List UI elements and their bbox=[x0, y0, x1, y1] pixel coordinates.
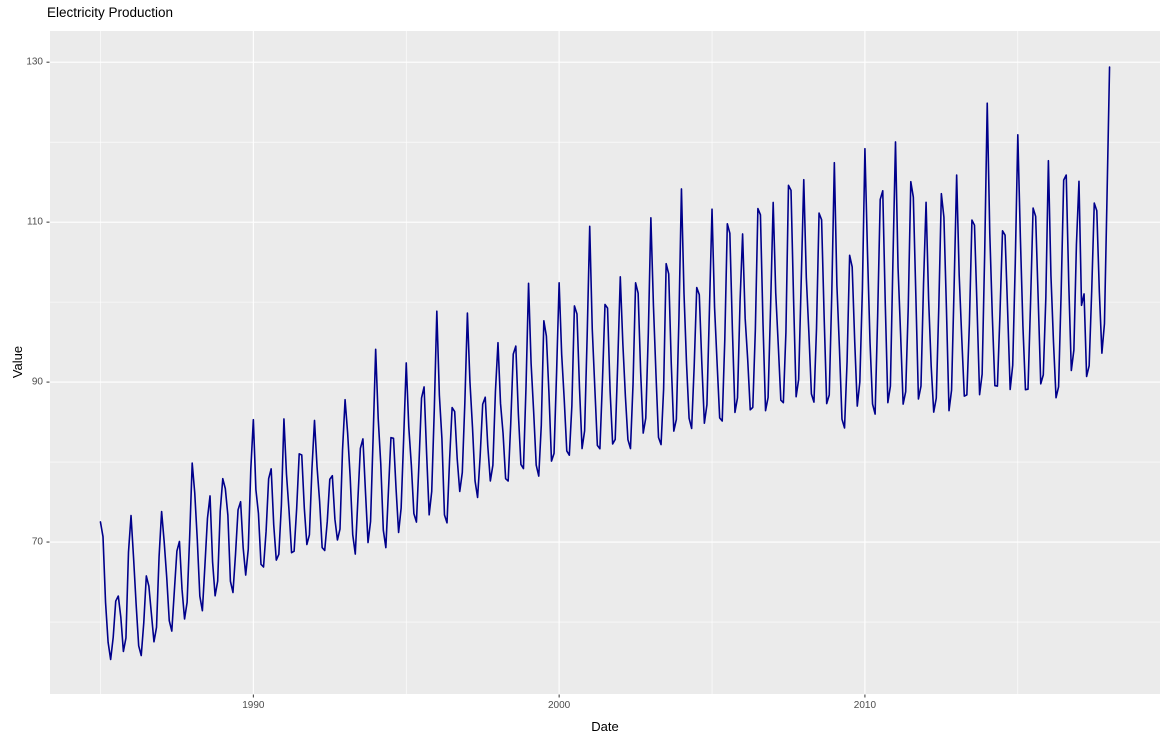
y-tick-label: 90 bbox=[32, 377, 44, 388]
x-tick-label: 1990 bbox=[242, 700, 265, 711]
tick-marks bbox=[46, 61, 866, 698]
y-tick-label: 130 bbox=[26, 57, 43, 68]
chart-title: Electricity Production bbox=[47, 5, 174, 20]
x-tick-label: 2010 bbox=[854, 700, 877, 711]
major-gridlines bbox=[50, 31, 1160, 694]
tick-labels: 70 90 110 130 1990 2000 2010 bbox=[26, 57, 876, 711]
y-axis-title: Value bbox=[10, 345, 25, 379]
y-tick-label: 110 bbox=[27, 217, 43, 228]
x-axis-title: Date bbox=[591, 719, 619, 734]
y-tick-label: 70 bbox=[32, 537, 44, 548]
panel-background bbox=[50, 31, 1160, 694]
x-tick-label: 2000 bbox=[548, 700, 571, 711]
value-line-series bbox=[99, 66, 1111, 661]
